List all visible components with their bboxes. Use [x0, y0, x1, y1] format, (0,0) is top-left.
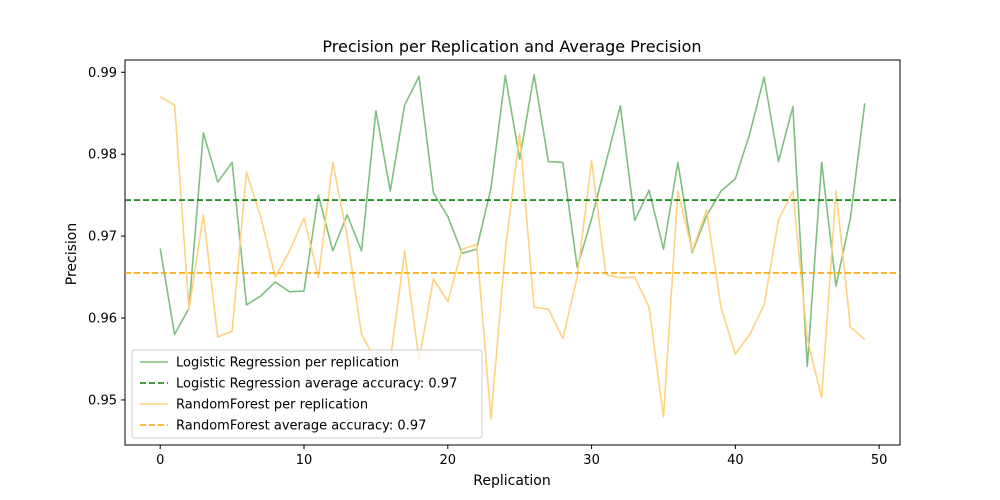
legend-box	[131, 349, 483, 439]
series-line-0	[159, 73, 866, 368]
axes-frame	[124, 59, 901, 446]
y-axis-label: Precision	[64, 223, 80, 285]
x-tick-label: 30	[583, 453, 600, 468]
x-tick-label: 50	[871, 453, 888, 468]
chart-title: Precision per Replication and Average Pr…	[322, 37, 701, 56]
legend-label-0: Logistic Regression per replication	[176, 356, 399, 371]
x-tick-label: 40	[727, 453, 744, 468]
y-tick-label: 0.97	[88, 230, 117, 245]
y-tick-label: 0.95	[88, 393, 117, 408]
x-tick-label: 20	[440, 453, 457, 468]
legend-label-1: Logistic Regression average accuracy: 0.…	[176, 377, 457, 392]
x-tick-label: 10	[296, 453, 313, 468]
legend-label-2: RandomForest per replication	[176, 398, 368, 413]
legend-label-3: RandomForest average accuracy: 0.97	[176, 419, 426, 434]
y-tick-label: 0.98	[88, 148, 117, 163]
y-tick-label: 0.99	[88, 66, 117, 81]
y-tick-label: 0.96	[88, 312, 117, 327]
plot-area: 0 10 20 30 40 50 0.95 0.96 0.97 0.98 0.99	[88, 59, 901, 468]
legend: Logistic Regression per replication Logis…	[131, 349, 483, 439]
series-line-1	[159, 96, 866, 420]
x-tick-label: 0	[156, 453, 164, 468]
x-axis-label: Replication	[473, 473, 550, 489]
